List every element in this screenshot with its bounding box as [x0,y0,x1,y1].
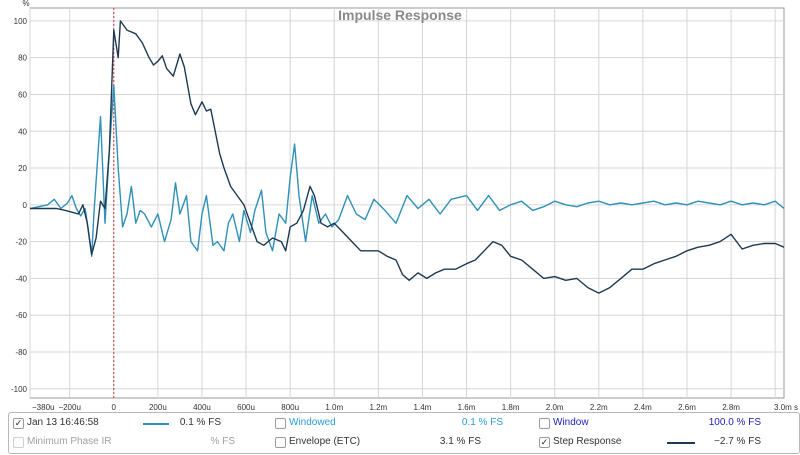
x-tick-label: 200u [149,403,167,412]
legend-panel: ✓ Jan 13 16:46:58 0.1 % FS Windowed 0.1 … [8,412,800,454]
y-tick-label: -20 [15,238,27,247]
windowed-label: Windowed [289,417,336,428]
x-tick-label: 1.2m [369,403,387,412]
x-tick-label: 2.0m [546,403,564,412]
y-tick-label: 0 [23,201,28,210]
x-axis: −380u −200u 0 200u 400u 600u 800u 1.0m 1.2m 1.4m 1… [32,403,798,412]
x-tick-label: 600u [237,403,255,412]
y-tick-label: -100 [11,385,28,394]
measurement-swatch [143,423,169,425]
impulse-response-chart[interactable]: 100 80 60 40 20 0 -20 -40 -60 -80 -100 −380u −200u 0… [0,0,800,412]
measurement-label: Jan 13 16:46:58 [27,417,99,428]
step-response-label: Step Response [553,436,622,447]
y-tick-label: 100 [14,17,28,26]
measurement-checkbox[interactable]: ✓ [13,418,24,429]
x-tick-label: 400u [193,403,211,412]
y-axis: 100 80 60 40 20 0 -20 -40 -60 -80 -100 [11,17,28,394]
y-tick-label: 20 [18,164,27,173]
y-unit-label: % [22,0,29,8]
x-tick-label: 2.2m [590,403,608,412]
step-response-value: −2.7 % FS [714,436,761,447]
x-tick-label: 1.6m [458,403,476,412]
series-layer [29,20,785,294]
x-tick-label: 1.4m [414,403,432,412]
step-response-checkbox[interactable]: ✓ [539,437,550,448]
y-tick-label: 40 [18,127,27,136]
minimum-phase-label: Minimum Phase IR [27,436,112,447]
window-label: Window [553,417,589,428]
step-response-swatch [667,442,695,444]
minimum-phase-checkbox[interactable] [13,437,24,448]
x-tick-label: 2.4m [634,403,652,412]
y-tick-label: -60 [15,311,27,320]
x-tick-label: −200u [58,403,80,412]
x-tick-label: 1.0m [325,403,343,412]
y-tick-label: -80 [15,348,27,357]
x-tick-label: 3.0m s [774,403,798,412]
window-value: 100.0 % FS [708,417,761,428]
x-tick-label: 2.6m [678,403,696,412]
x-tick-label: −380u [32,403,54,412]
y-tick-label: 80 [18,54,27,63]
chart-title: Impulse Response [338,7,462,23]
envelope-checkbox[interactable] [275,437,286,448]
x-tick-label: 800u [281,403,299,412]
x-tick-label: 2.8m [722,403,740,412]
step-response-line [30,20,785,294]
x-tick-label: 1.8m [502,403,520,412]
windowed-checkbox[interactable] [275,418,286,429]
y-tick-label: -40 [15,274,27,283]
window-checkbox[interactable] [539,418,550,429]
windowed-value: 0.1 % FS [461,417,503,428]
envelope-value: 3.1 % FS [439,436,481,447]
y-tick-label: 60 [18,90,27,99]
envelope-label: Envelope (ETC) [289,436,361,447]
plot-background [29,7,785,399]
impulse-response-line [29,84,785,257]
measurement-value: 0.1 % FS [179,417,221,428]
x-tick-label: 0 [112,403,117,412]
minimum-phase-value: % FS [210,436,235,447]
